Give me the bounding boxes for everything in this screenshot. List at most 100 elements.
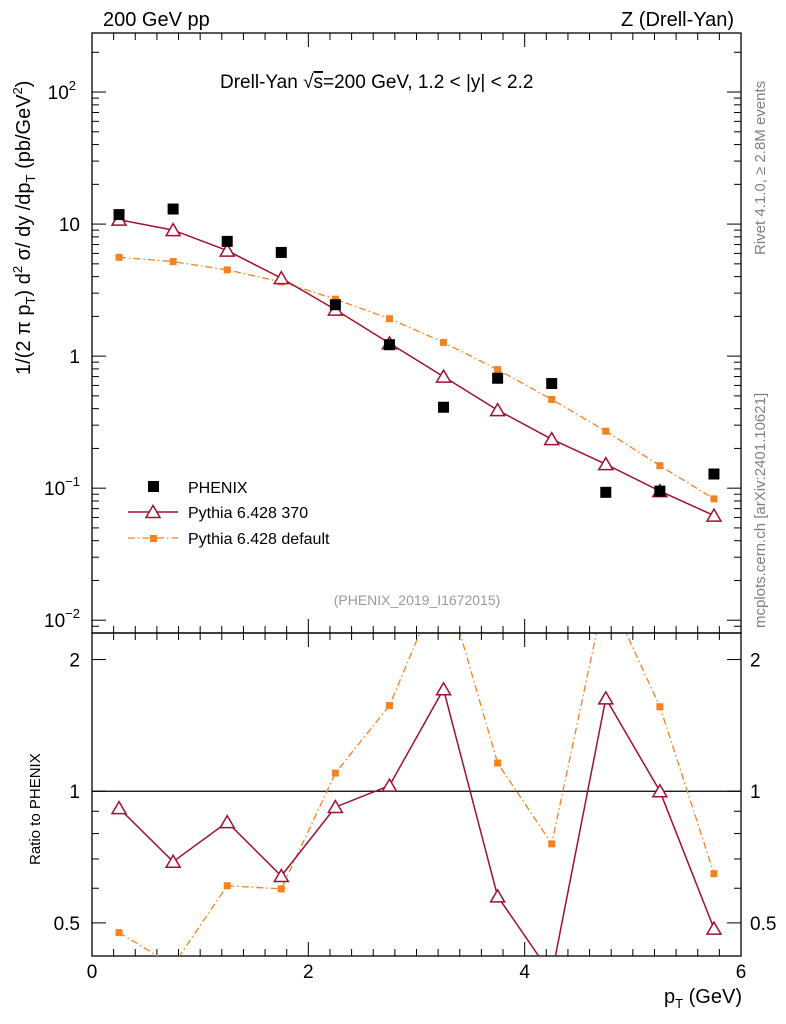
ratio-point-pythia-370: [272, 868, 290, 883]
ratio-y-axis-label: Ratio to PHENIX: [27, 753, 44, 865]
main-panel: 10−2 10−1 1 10 102 Drell-Yan √s=200 GeV, 1.2…: [10, 32, 742, 634]
x-tick-label: 0: [87, 962, 98, 983]
point-phenix: [438, 401, 450, 413]
ratio-point-pythia-default: [385, 702, 393, 710]
point-phenix: [654, 485, 666, 497]
main-x-ticks: [91, 33, 742, 633]
x-tick-label: 6: [736, 962, 747, 983]
point-phenix: [221, 235, 233, 247]
ratio-point-pythia-370: [651, 783, 669, 798]
ratio-point-pythia-default: [223, 882, 231, 890]
legend-marker-pythia-default: [150, 535, 157, 542]
legend-label-pythia-370: Pythia 6.428 370: [188, 505, 308, 522]
point-pythia-default: [710, 495, 718, 503]
main-y-axis: 10−2 10−1 1 10 102: [44, 51, 741, 634]
ratio-point-pythia-default: [710, 870, 718, 878]
ratio-point-pythia-default: [277, 885, 285, 893]
point-phenix: [492, 372, 504, 384]
ratio-y-tick-label-right: 1: [750, 782, 761, 803]
series-points-pythia-default: [115, 253, 718, 503]
main-y-tick-label: 1: [69, 347, 80, 368]
ratio-y-tick-label-right: 0.5: [750, 914, 776, 935]
point-phenix: [329, 299, 341, 311]
point-pythia-default: [385, 315, 393, 323]
header-right: Z (Drell-Yan): [621, 9, 734, 31]
point-phenix: [113, 209, 125, 221]
ratio-series: [110, 573, 723, 981]
point-pythia-default: [548, 395, 556, 403]
ratio-point-pythia-370: [705, 920, 723, 935]
point-pythia-370: [597, 456, 615, 471]
ratio-point-pythia-370: [381, 777, 398, 792]
point-phenix: [708, 468, 720, 480]
ratio-y-tick-label: 2: [69, 651, 80, 672]
series-line-pythia-default: [118, 256, 715, 500]
point-pythia-default: [656, 462, 664, 470]
main-y-tick-label: 10−1: [44, 474, 80, 500]
ratio-y-tick-label-right: 2: [750, 651, 761, 672]
point-pythia-default: [331, 295, 339, 303]
point-pythia-default: [440, 338, 448, 346]
ratio-y-tick-label: 1: [69, 782, 80, 803]
ratio-panel: 0.5 0.5 1 1 2 2 0 2 4 6 Ratio to PHENIX pT (GeV): [27, 573, 777, 1011]
main-y-axis-label: 1/(2 π pT) d2 σ/ dy /dpT (pb/GeV2): [10, 81, 38, 375]
point-pythia-370: [705, 507, 723, 522]
point-phenix: [600, 486, 612, 498]
legend-label-pythia-default: Pythia 6.428 default: [188, 531, 330, 548]
ratio-point-pythia-default: [115, 929, 123, 937]
ratio-panel-frame: [91, 632, 742, 957]
ratio-x-axis: 0 2 4 6: [87, 633, 747, 983]
point-phenix: [275, 246, 287, 258]
legend-marker-pythia-370: [144, 504, 162, 519]
ratio-point-pythia-370: [110, 800, 128, 815]
ratio-y-axis: 0.5 0.5 1 1 2 2: [54, 651, 777, 935]
point-pythia-default: [115, 253, 123, 261]
point-phenix: [546, 378, 558, 390]
ratio-point-pythia-default: [494, 759, 502, 767]
ratio-point-pythia-370: [327, 799, 344, 814]
ratio-point-pythia-370: [597, 690, 615, 705]
ratio-point-pythia-370: [489, 888, 506, 903]
point-pythia-default: [223, 266, 231, 274]
point-pythia-370: [435, 368, 452, 383]
point-phenix: [167, 203, 179, 215]
x-axis-label: pT (GeV): [664, 986, 742, 1011]
legend-marker-phenix: [148, 481, 159, 492]
ratio-point-pythia-default: [331, 769, 339, 777]
ratio-point-pythia-default: [548, 840, 556, 848]
point-pythia-default: [602, 427, 610, 435]
ratio-point-pythia-370: [545, 969, 559, 981]
point-pythia-370: [164, 222, 182, 237]
legend-label-phenix: PHENIX: [188, 480, 248, 497]
ratio-point-pythia-default: [602, 585, 609, 592]
point-phenix: [383, 339, 395, 351]
series-line-pythia-370: [118, 218, 715, 517]
ratio-point-pythia-default: [170, 962, 177, 969]
point-pythia-default: [494, 366, 502, 374]
ratio-line-pythia-default: [118, 634, 715, 956]
header-left: 200 GeV pp: [103, 9, 210, 31]
x-tick-label: 4: [519, 962, 530, 983]
point-pythia-370: [218, 242, 236, 257]
main-series: [110, 203, 723, 522]
point-pythia-370: [272, 270, 290, 285]
point-pythia-370: [543, 431, 561, 446]
ratio-point-pythia-370: [218, 814, 236, 829]
legend: PHENIX Pythia 6.428 370 Pythia 6.428 def…: [128, 480, 330, 548]
analysis-id: (PHENIX_2019_I1672015): [334, 592, 501, 608]
ratio-point-pythia-default: [440, 573, 447, 580]
ratio-y-tick-label: 0.5: [54, 914, 80, 935]
series-points-pythia-370: [110, 211, 723, 522]
x-tick-label: 2: [303, 962, 314, 983]
ratio-points-pythia-370: [110, 681, 723, 981]
point-pythia-default: [169, 258, 177, 266]
point-pythia-370: [489, 402, 506, 417]
ratio-point-pythia-370: [435, 681, 452, 696]
main-y-tick-label: 10−2: [44, 606, 80, 632]
series-points-phenix: [113, 203, 720, 498]
chart-title: Drell-Yan √s=200 GeV, 1.2 < |y| < 2.2: [220, 72, 533, 93]
ratio-point-pythia-default: [656, 703, 664, 711]
ratio-point-pythia-370: [164, 853, 182, 868]
ratio-line-pythia-370: [118, 687, 715, 956]
